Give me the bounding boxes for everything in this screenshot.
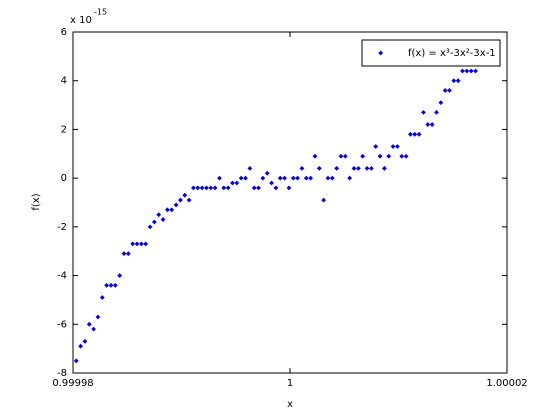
scatter-point [468, 68, 474, 74]
scatter-point [234, 180, 240, 186]
scatter-point [451, 78, 457, 84]
x-tick-label: 1 [287, 378, 293, 389]
y-tick-label: -4 [57, 271, 67, 282]
scatter-point [447, 88, 452, 93]
scatter-point [412, 131, 418, 137]
scatter-point [390, 144, 396, 149]
scatter-point [368, 165, 374, 171]
scatter-point [316, 165, 322, 171]
scatter-point [434, 109, 439, 115]
y-tick-label: 6 [61, 27, 67, 38]
scatter-point [256, 185, 261, 191]
scatter-point [282, 175, 287, 181]
y-tick-label: -2 [57, 222, 67, 233]
scatter-point [251, 185, 257, 191]
scatter-point [438, 100, 444, 106]
scatter-point [381, 165, 387, 171]
scatter-point [134, 241, 140, 247]
scatter-point [143, 241, 149, 247]
y-tick-label: 4 [61, 76, 67, 87]
scatter-point [464, 68, 470, 74]
scatter-point [273, 185, 279, 191]
scatter-point [355, 165, 361, 171]
scatter-point [91, 326, 97, 332]
scatter-point [351, 165, 357, 171]
scatter-point [395, 144, 400, 149]
y-tick-label: -6 [57, 319, 67, 330]
scatter-point [78, 343, 83, 349]
scatter-point [364, 165, 370, 171]
scatter-point [277, 175, 283, 181]
scatter-point [421, 109, 426, 115]
scatter-point [104, 282, 110, 288]
scatter-point [455, 78, 461, 84]
scatter-point [286, 185, 292, 191]
scatter-point [473, 68, 478, 74]
scatter-point [217, 175, 222, 181]
scatter-point [95, 314, 101, 320]
scatter-point [325, 175, 331, 181]
scatter-point [199, 185, 205, 191]
y-axis-label: f(x) [31, 193, 42, 210]
scatter-point [182, 192, 188, 198]
plot-frame [72, 31, 508, 374]
scatter-point [347, 175, 353, 181]
scatter-point [399, 153, 405, 159]
scatter-point [416, 131, 422, 137]
y-tick-label: -8 [57, 368, 67, 379]
scatter-point [403, 153, 409, 159]
x-tick-label: 0.99998 [52, 378, 93, 389]
scatter-point [86, 321, 92, 327]
scatter-point [308, 175, 314, 181]
scatter-point [269, 180, 274, 186]
scatter-point [334, 165, 340, 171]
scatter-point [290, 175, 296, 181]
scatter-point [112, 282, 118, 288]
y-multiplier-base: x 10 [70, 15, 92, 26]
scatter-point [360, 153, 366, 159]
scatter-point [264, 170, 270, 176]
scatter-point [138, 241, 144, 247]
scatter-point [299, 165, 305, 171]
x-axis-label: x [287, 399, 293, 410]
scatter-point [460, 68, 465, 74]
y-multiplier-exponent: -15 [94, 8, 107, 17]
scatter-point [408, 131, 413, 137]
scatter-point [260, 175, 266, 181]
scatter-point [295, 175, 300, 181]
scatter-point [130, 241, 136, 247]
y-tick-label: 2 [61, 124, 67, 135]
scatter-point [303, 175, 309, 181]
x-tick-label: 1.00002 [486, 378, 527, 389]
legend-box [361, 39, 501, 67]
legend-label: f(x) = x³-3x²-3x-1 [408, 48, 496, 59]
y-tick-label: 0 [61, 173, 67, 184]
scatter-point [329, 175, 335, 181]
scatter-point [321, 197, 327, 203]
